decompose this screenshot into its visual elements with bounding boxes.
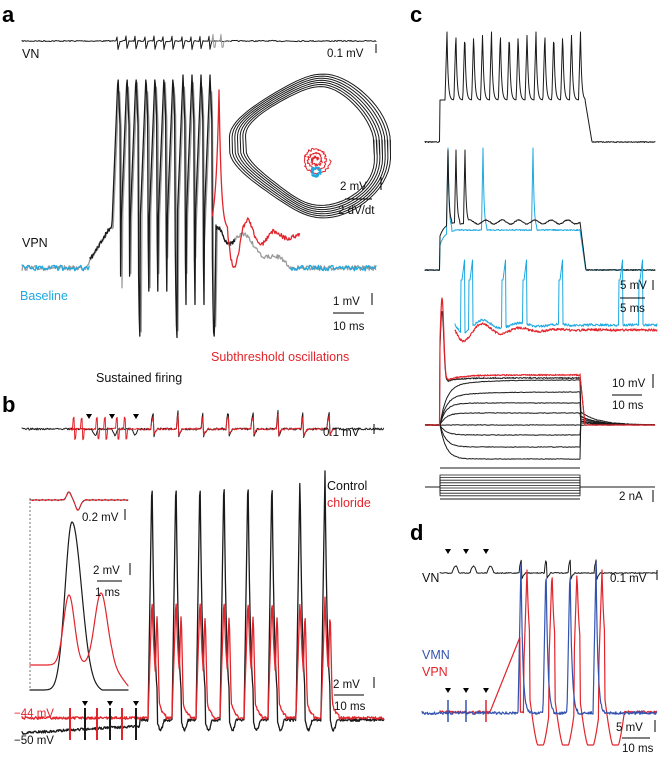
b-voltage-red: −44 mV xyxy=(14,708,54,720)
b-stim-marker-top-3 xyxy=(133,414,139,419)
c-cyan-trace xyxy=(424,147,656,271)
c-spiking-trace xyxy=(424,31,656,143)
d-stim-marker-top-1 xyxy=(445,549,451,554)
c-scale2-t: 10 ms xyxy=(612,400,644,412)
b-stim-marker-bot-2 xyxy=(107,701,113,706)
b-control-label: Control xyxy=(327,479,367,493)
c-step-trace-7 xyxy=(425,415,656,448)
b-stim-marker-top-1 xyxy=(86,414,92,419)
c-scale3: 2 nA xyxy=(619,491,643,503)
d-vmn-label: VMN xyxy=(422,648,450,662)
a-subthreshold-label: Subthreshold oscillations xyxy=(211,350,349,364)
panel-c-label: c xyxy=(410,2,422,27)
c-black-trace-2 xyxy=(424,149,656,271)
a-scale-vn: 0.1 mV xyxy=(327,48,364,60)
d-scale-vn: 0.1 mV xyxy=(610,573,647,585)
b-scale-t: 10 ms xyxy=(334,701,366,713)
c-current-step-9 xyxy=(425,486,655,497)
d-stim-marker-bot-1 xyxy=(445,688,451,693)
panel-b: b 0.1 mV Control chloride −44 mV −50 mV … xyxy=(2,392,385,747)
b-inset-chloride-spike xyxy=(29,592,129,687)
b-stim-markers-top xyxy=(86,414,139,419)
panel-b-label: b xyxy=(2,392,15,417)
c-current-step-3 xyxy=(425,479,655,488)
a-sustained-label: Sustained firing xyxy=(96,371,182,385)
a-sustained-firing-trace xyxy=(89,74,236,339)
b-stim-markers-bottom xyxy=(69,701,139,740)
b-inset-scale2-v: 2 mV xyxy=(93,565,120,577)
c-current-steps xyxy=(425,467,655,500)
b-inset-scale1: 0.2 mV xyxy=(82,512,119,524)
a-baseline-trace xyxy=(21,264,377,272)
a-vpn-label: VPN xyxy=(22,236,48,250)
d-stim-markers-bottom xyxy=(445,688,489,722)
d-vn-label: VN xyxy=(422,571,439,585)
a-phase-loops xyxy=(228,73,391,219)
c-current-step-envelope xyxy=(440,467,580,500)
b-vn-trace-chloride xyxy=(69,414,336,441)
a-vn-label: VN xyxy=(22,47,39,61)
d-stim-marker-top-2 xyxy=(463,549,469,554)
b-stim-marker-bot-1 xyxy=(82,701,88,706)
b-inset-control-spike xyxy=(29,521,129,691)
d-stim-marker-bot-2 xyxy=(463,688,469,693)
b-chloride-trace xyxy=(21,596,385,720)
a-phase-plane-inset: 2 mV 2 dV/dt xyxy=(228,73,391,219)
b-control-trace xyxy=(21,470,385,735)
c-current-step-family xyxy=(424,297,656,460)
a-vn-trace xyxy=(21,35,377,50)
b-stim-marker-top-2 xyxy=(109,414,115,419)
b-inset-top-control xyxy=(29,491,129,511)
panel-a: a VN 0.1 mV VPN Baseline Sustained firin… xyxy=(2,2,391,385)
d-vmn-trace xyxy=(421,562,658,715)
panel-d: d VN 0.1 mV VMN VPN 5 mV 10 ms xyxy=(410,520,658,755)
b-stim-marker-bot-3 xyxy=(133,701,139,706)
a-vn-trace-gray xyxy=(209,33,231,48)
b-voltage-black: −50 mV xyxy=(14,735,54,747)
a-phase-loop-red xyxy=(303,147,332,175)
c-scale1-t: 5 ms xyxy=(620,303,645,315)
c-step-trace-8 xyxy=(425,410,656,460)
d-vn-trace xyxy=(439,559,657,581)
d-vpn-label: VPN xyxy=(422,665,448,679)
panel-d-label: d xyxy=(410,520,423,545)
a-phase-loop-cyan xyxy=(310,165,322,178)
d-stim-markers-top xyxy=(445,549,489,554)
b-scale-v: 2 mV xyxy=(333,679,360,691)
a-subthreshold-trace xyxy=(211,89,301,268)
c-step-trace-red xyxy=(425,297,655,426)
panel-a-label: a xyxy=(2,2,15,27)
a-inset-scale-v: 2 mV xyxy=(340,181,367,193)
b-inset-top-chloride xyxy=(29,491,129,511)
c-scale2-v: 10 mV xyxy=(612,378,646,390)
d-stim-marker-top-3 xyxy=(483,549,489,554)
d-scale-v: 5 mV xyxy=(616,722,643,734)
d-scale-t: 10 ms xyxy=(622,743,654,755)
c-scale1-v: 5 mV xyxy=(620,280,647,292)
c-zoom-red xyxy=(454,322,658,343)
b-chloride-label: chloride xyxy=(327,496,371,510)
b-spike-inset: 0.2 mV 2 mV 1 ms xyxy=(29,491,131,691)
b-scale-vn: 0.1 mV xyxy=(323,427,360,439)
a-scale-t: 10 ms xyxy=(333,321,365,333)
c-current-step-4 xyxy=(425,482,655,488)
a-inset-scale-dvdt: 2 dV/dt xyxy=(338,205,375,217)
a-scale-v: 1 mV xyxy=(333,296,360,308)
panel-c: c 5 mV 5 ms 10 mV 10 ms 2 nA xyxy=(410,2,658,503)
a-baseline-label: Baseline xyxy=(20,289,68,303)
c-zoom-cyan xyxy=(454,259,658,334)
d-stim-marker-bot-3 xyxy=(483,688,489,693)
b-inset-scale2-t: 1 ms xyxy=(95,587,120,599)
